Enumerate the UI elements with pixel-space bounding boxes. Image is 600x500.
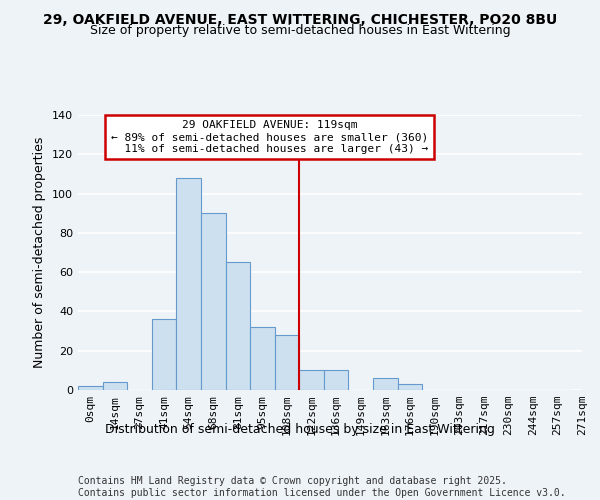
- Text: Contains HM Land Registry data © Crown copyright and database right 2025.
Contai: Contains HM Land Registry data © Crown c…: [78, 476, 566, 498]
- Bar: [78, 386, 103, 390]
- Text: Distribution of semi-detached houses by size in East Wittering: Distribution of semi-detached houses by …: [105, 422, 495, 436]
- Bar: [398, 384, 422, 390]
- Bar: [299, 370, 324, 390]
- Text: 29, OAKFIELD AVENUE, EAST WITTERING, CHICHESTER, PO20 8BU: 29, OAKFIELD AVENUE, EAST WITTERING, CHI…: [43, 12, 557, 26]
- Bar: [152, 320, 176, 390]
- Bar: [226, 262, 250, 390]
- Y-axis label: Number of semi-detached properties: Number of semi-detached properties: [34, 137, 46, 368]
- Bar: [324, 370, 349, 390]
- Bar: [103, 382, 127, 390]
- Bar: [176, 178, 201, 390]
- Bar: [201, 213, 226, 390]
- Bar: [275, 335, 299, 390]
- Bar: [373, 378, 398, 390]
- Text: 29 OAKFIELD AVENUE: 119sqm
← 89% of semi-detached houses are smaller (360)
  11%: 29 OAKFIELD AVENUE: 119sqm ← 89% of semi…: [111, 120, 428, 154]
- Text: Size of property relative to semi-detached houses in East Wittering: Size of property relative to semi-detach…: [89, 24, 511, 37]
- Bar: [250, 327, 275, 390]
